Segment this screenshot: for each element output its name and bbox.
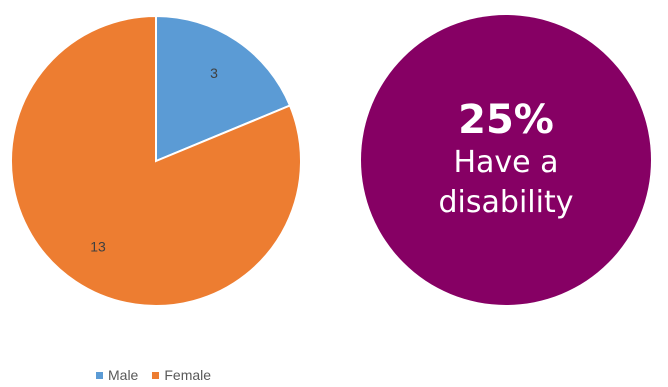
legend-item-male: Male [96, 367, 138, 383]
legend-item-female: Female [152, 367, 211, 383]
disability-percentage: 25% [458, 97, 554, 143]
legend-swatch-male [96, 371, 103, 379]
disability-caption-line-2: disability [438, 185, 574, 220]
pie-slice-male [155, 14, 292, 163]
disability-caption-line-1: Have a [453, 145, 559, 180]
pie-chart: 3 13 [10, 14, 302, 307]
legend-swatch-female [152, 371, 160, 379]
legend-label-male: Male [108, 367, 139, 383]
pie-data-label-male: 3 [210, 65, 218, 81]
disability-stat-circle: 25% Have a disability [361, 15, 651, 305]
pie-data-label-female: 13 [90, 239, 106, 255]
chart-legend: Male Female [96, 366, 225, 384]
pie-slice-female [10, 14, 302, 307]
legend-label-female: Female [164, 367, 212, 383]
